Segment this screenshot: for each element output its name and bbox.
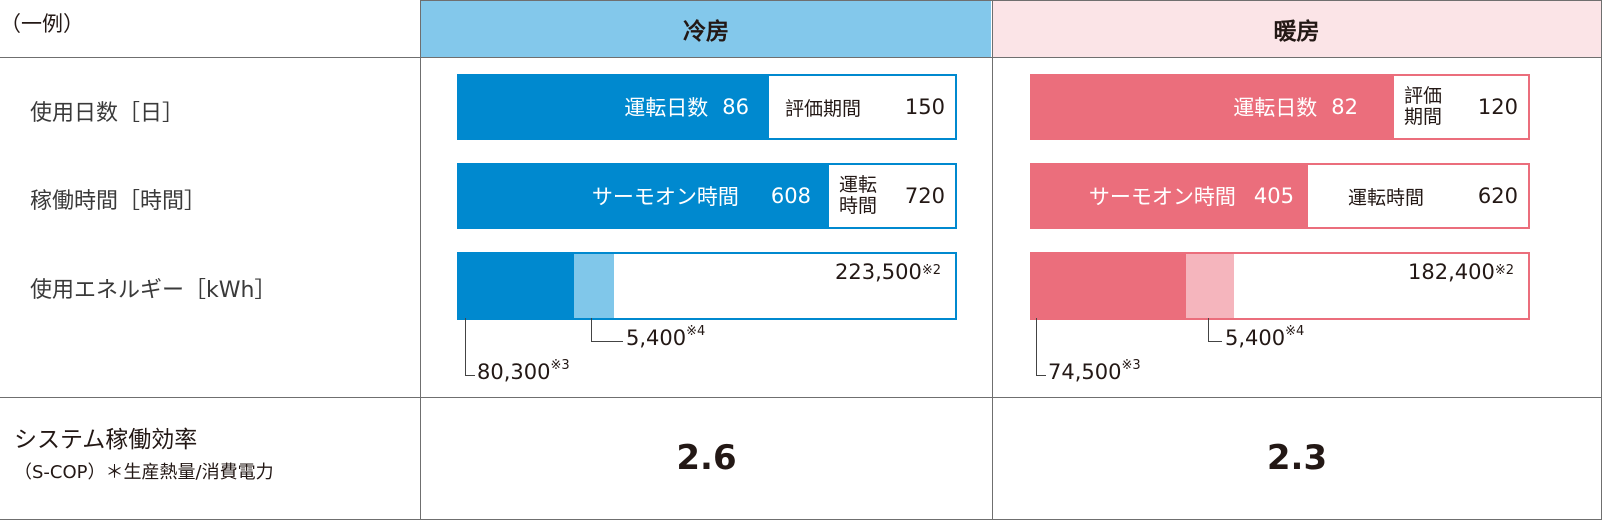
cooling-header: 冷房 [421, 0, 991, 57]
row-label-days: 使用日数［日］ [30, 101, 185, 126]
cooling-energy-total-note: ※2 [921, 262, 941, 278]
grid-line-top [421, 0, 1601, 1]
heating-sub-callout: 5,400※4 [1225, 324, 1305, 350]
heating-hours-bar: サーモオン時間 405 運転時間 620 [1030, 163, 1530, 229]
heating-period-label-2: 期間 [1404, 106, 1443, 128]
heating-hours-fill: サーモオン時間 405 [1032, 165, 1308, 227]
cooling-hours-rest: 運転 時間 720 [829, 165, 955, 227]
cooling-energy-bar: 223,500 ※2 [457, 252, 957, 320]
heating-period-label-1: 評価 [1404, 85, 1443, 108]
cooling-sub-leader [591, 318, 623, 342]
heating-sub-leader [1208, 318, 1222, 342]
heating-sub-value: 5,400 [1225, 326, 1286, 350]
cooling-sub-value: 5,400 [626, 326, 687, 350]
heating-main-value: 74,500 [1048, 360, 1122, 384]
cooling-days-value: 86 [722, 95, 749, 119]
heating-header: 暖房 [992, 0, 1601, 57]
cooling-energy-sub [574, 254, 614, 318]
cooling-days-bar: 運転日数 86 評価期間 150 [457, 74, 957, 140]
heating-days-label: 運転日数 [1233, 96, 1318, 120]
cooling-run-value: 720 [904, 184, 945, 208]
grid-line-header [0, 57, 1602, 58]
cooling-efficiency: 2.6 [676, 438, 737, 478]
cooling-days-fill: 運転日数 86 [459, 76, 769, 138]
cooling-hours-fill: サーモオン時間 608 [459, 165, 829, 227]
heating-energy-total-value: 182,400 [1407, 260, 1495, 284]
cooling-main-callout: 80,300※3 [477, 358, 570, 384]
heating-energy-bar: 182,400 ※2 [1030, 252, 1530, 320]
cooling-main-value: 80,300 [477, 360, 551, 384]
heating-hours-label: サーモオン時間 [1088, 185, 1236, 209]
heating-days-value: 82 [1331, 95, 1358, 119]
heating-hours-value: 405 [1253, 184, 1294, 208]
heating-main-leader [1036, 318, 1046, 376]
cooling-period-label: 評価期間 [785, 97, 862, 120]
heating-days-fill: 運転日数 82 [1032, 76, 1394, 138]
cooling-run-label: 運転 時間 [839, 165, 877, 227]
heating-run-label: 運転時間 [1348, 186, 1425, 209]
row-label-efficiency-2: （S-COP）＊生産熱量/消費電力 [14, 462, 274, 483]
cooling-sub-note: ※4 [686, 324, 706, 339]
heating-main-callout: 74,500※3 [1048, 358, 1141, 384]
row-label-energy: 使用エネルギー［kWh］ [30, 278, 277, 303]
heating-energy-sub [1186, 254, 1234, 318]
heating-header-label: 暖房 [1273, 18, 1320, 45]
cooling-hours-label: サーモオン時間 [591, 185, 739, 209]
heating-efficiency: 2.3 [1266, 438, 1328, 478]
heating-days-rest: 評価 期間 120 [1394, 76, 1528, 138]
example-note: （一例） [0, 12, 84, 36]
cooling-energy-total-value: 223,500 [834, 260, 922, 284]
grid-line-col1 [420, 0, 421, 520]
heating-period-value: 120 [1477, 95, 1518, 119]
heating-period-label: 評価 期間 [1404, 76, 1442, 138]
heating-energy-total-note: ※2 [1494, 262, 1514, 278]
heating-energy-total: 182,400 ※2 [1408, 240, 1514, 304]
cooling-energy-total: 223,500 ※2 [835, 240, 941, 304]
heating-days-bar: 運転日数 82 評価 期間 120 [1030, 74, 1530, 140]
cooling-energy-main [459, 254, 574, 318]
row-label-efficiency-1: システム稼働効率 [14, 427, 198, 453]
cooling-sub-callout: 5,400※4 [626, 324, 706, 350]
heating-sub-note: ※4 [1285, 324, 1305, 339]
cooling-hours-value: 608 [770, 184, 811, 208]
heating-hours-rest: 運転時間 620 [1308, 165, 1528, 227]
cooling-header-label: 冷房 [683, 18, 729, 45]
cooling-run-label-1: 運転 [839, 174, 878, 197]
grid-line-efficiency [0, 397, 1602, 398]
heating-energy-main [1032, 254, 1186, 318]
cooling-main-leader [465, 318, 475, 376]
cooling-run-label-2: 時間 [839, 195, 878, 217]
cooling-hours-bar: サーモオン時間 608 運転 時間 720 [457, 163, 957, 229]
row-label-hours: 稼働時間［時間］ [30, 189, 207, 214]
cooling-main-note: ※3 [550, 358, 570, 373]
grid-line-col2 [992, 0, 993, 520]
cooling-period-value: 150 [904, 95, 945, 119]
cooling-days-label: 運転日数 [624, 96, 709, 120]
heating-run-value: 620 [1477, 184, 1518, 208]
cooling-days-rest: 評価期間 150 [769, 76, 955, 138]
heating-main-note: ※3 [1121, 358, 1141, 373]
